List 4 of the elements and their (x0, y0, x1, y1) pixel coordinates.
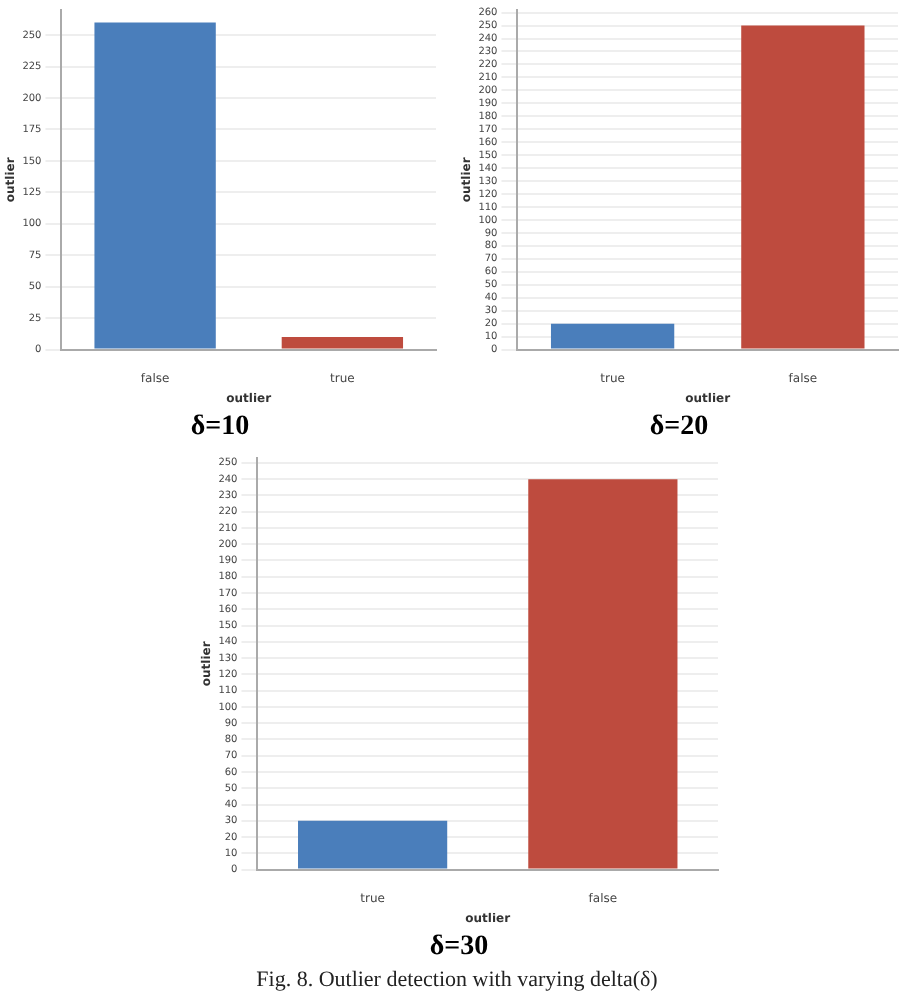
text: δ=30 (429, 932, 489, 963)
text: δ=20 (649, 412, 709, 443)
caption: Fig. 8. Outlier detection with varying delta(δ) (254, 968, 660, 992)
text: δ=10 (190, 412, 250, 443)
